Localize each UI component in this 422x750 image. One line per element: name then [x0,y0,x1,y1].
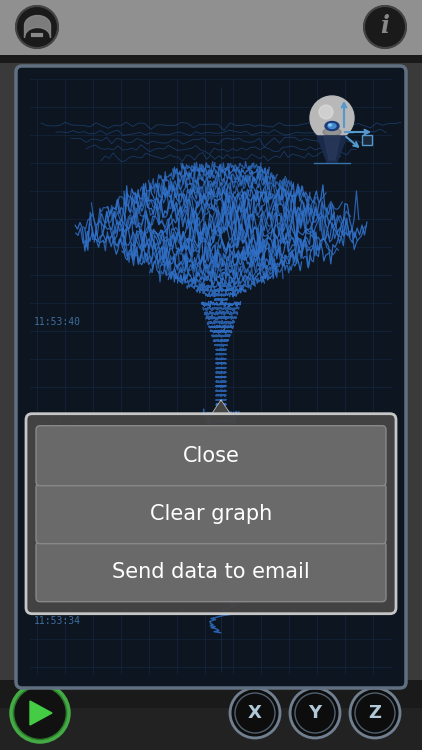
Polygon shape [209,402,233,420]
Ellipse shape [328,124,336,128]
FancyBboxPatch shape [36,484,386,544]
Circle shape [319,105,333,119]
Circle shape [232,690,278,736]
Circle shape [310,96,354,140]
Polygon shape [30,701,52,725]
Text: 11:53:35: 11:53:35 [34,512,81,522]
Text: 11:53:39: 11:53:39 [34,421,81,430]
Circle shape [16,6,58,48]
Circle shape [15,688,65,738]
Text: Send data to email: Send data to email [112,562,310,582]
FancyBboxPatch shape [36,426,386,486]
Polygon shape [317,136,347,162]
Circle shape [364,6,406,48]
Bar [0,0,422,55]
Circle shape [292,690,338,736]
Ellipse shape [325,122,339,130]
Text: 11:53:34: 11:53:34 [34,616,81,626]
Ellipse shape [328,124,332,126]
Circle shape [350,688,400,738]
Circle shape [13,686,67,740]
FancyBboxPatch shape [362,135,372,145]
FancyBboxPatch shape [26,414,396,614]
FancyBboxPatch shape [16,66,406,688]
Circle shape [230,688,280,738]
Text: Close: Close [183,446,239,466]
Bar [0,55,422,63]
Text: Y: Y [308,704,322,722]
Text: i: i [381,14,390,38]
Circle shape [290,688,340,738]
FancyBboxPatch shape [36,542,386,602]
Circle shape [11,684,69,742]
Polygon shape [324,136,340,160]
Text: Clear graph: Clear graph [150,504,272,524]
Text: X: X [248,704,262,722]
Text: Z: Z [368,704,381,722]
Bar [0,708,422,750]
Text: 11:53:40: 11:53:40 [34,317,81,327]
Ellipse shape [323,128,341,136]
Bar [0,680,422,750]
Circle shape [352,690,398,736]
